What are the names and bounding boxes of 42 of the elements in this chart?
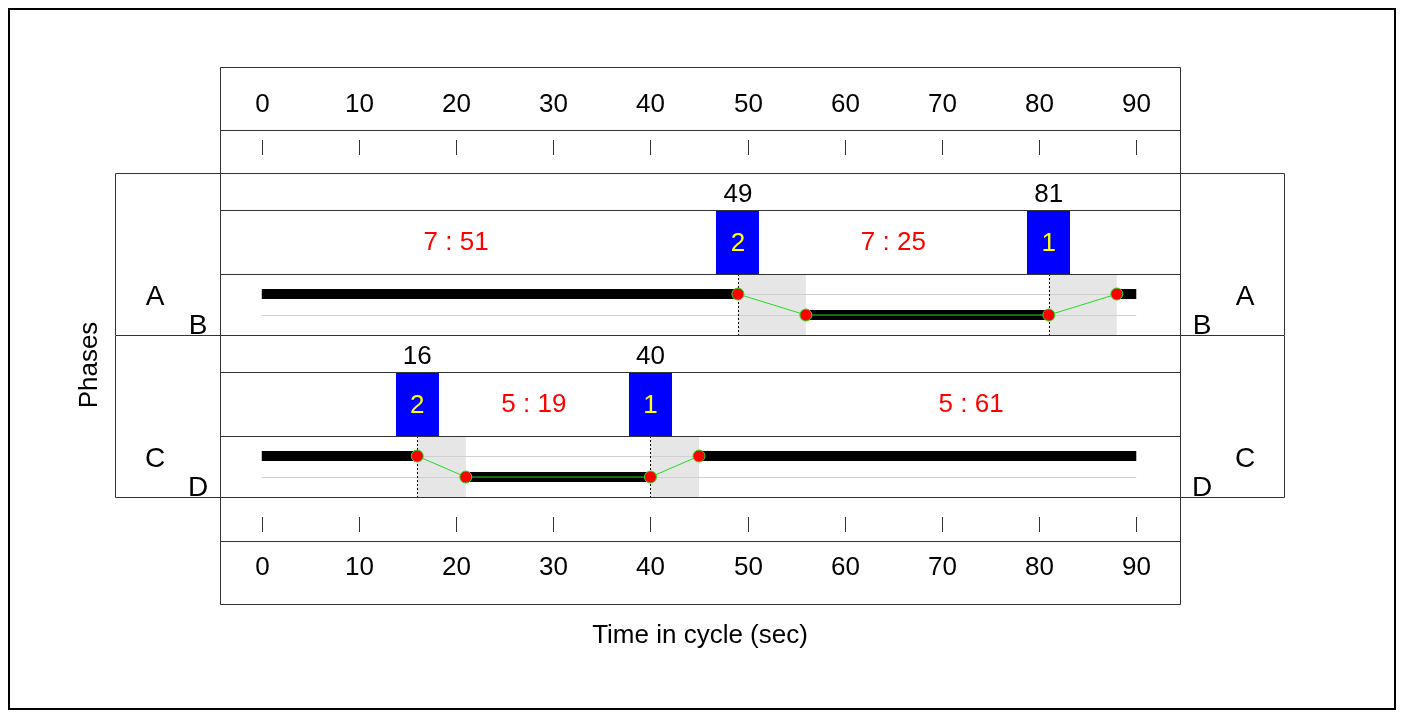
x-tick-label: 60 (831, 88, 860, 119)
phase-box: 2 (716, 211, 760, 274)
x-tick-label: 10 (345, 88, 374, 119)
ref-line-label: 81 (1034, 178, 1064, 209)
x-axis-title: Time in cycle (sec) (592, 619, 808, 650)
x-tick-label: 70 (928, 88, 957, 119)
text: B (188, 308, 208, 340)
y-axis-title: Phases (72, 321, 104, 409)
x-tick-label: 50 (734, 551, 763, 582)
text: A (1235, 279, 1255, 311)
x-tick-label: 30 (539, 551, 568, 582)
x-tick-label: 40 (636, 551, 665, 582)
text: A (145, 279, 165, 311)
phase-box: 2 (395, 373, 439, 436)
x-tick-label: 40 (636, 88, 665, 119)
text: C (1234, 441, 1256, 473)
x-tick-label: 80 (1025, 88, 1054, 119)
phase-box: 1 (628, 373, 672, 436)
text: C (144, 441, 166, 473)
text: 7 : 51 (423, 226, 489, 257)
text: B (1192, 308, 1212, 340)
ref-line-label: 40 (635, 340, 665, 371)
x-tick-label: 0 (255, 551, 270, 582)
x-tick-label: 30 (539, 88, 568, 119)
x-tick-label: 50 (734, 88, 763, 119)
x-tick-label: 20 (442, 551, 471, 582)
text: D (1191, 470, 1213, 502)
x-tick-label: 0 (255, 88, 270, 119)
x-tick-label: 80 (1025, 551, 1054, 582)
x-tick-label: 10 (345, 551, 374, 582)
text: 5 : 61 (938, 388, 1004, 419)
text: 5 : 19 (501, 388, 567, 419)
x-tick-label: 60 (831, 551, 860, 582)
text: D (187, 470, 209, 502)
ref-line-label: 49 (723, 178, 753, 209)
x-tick-label: 70 (928, 551, 957, 582)
ref-line-label: 16 (402, 340, 432, 371)
x-tick-label: 20 (442, 88, 471, 119)
x-tick-label: 90 (1122, 551, 1151, 582)
phase-box: 1 (1027, 211, 1071, 274)
x-tick-label: 90 (1122, 88, 1151, 119)
text: 7 : 25 (860, 226, 926, 257)
